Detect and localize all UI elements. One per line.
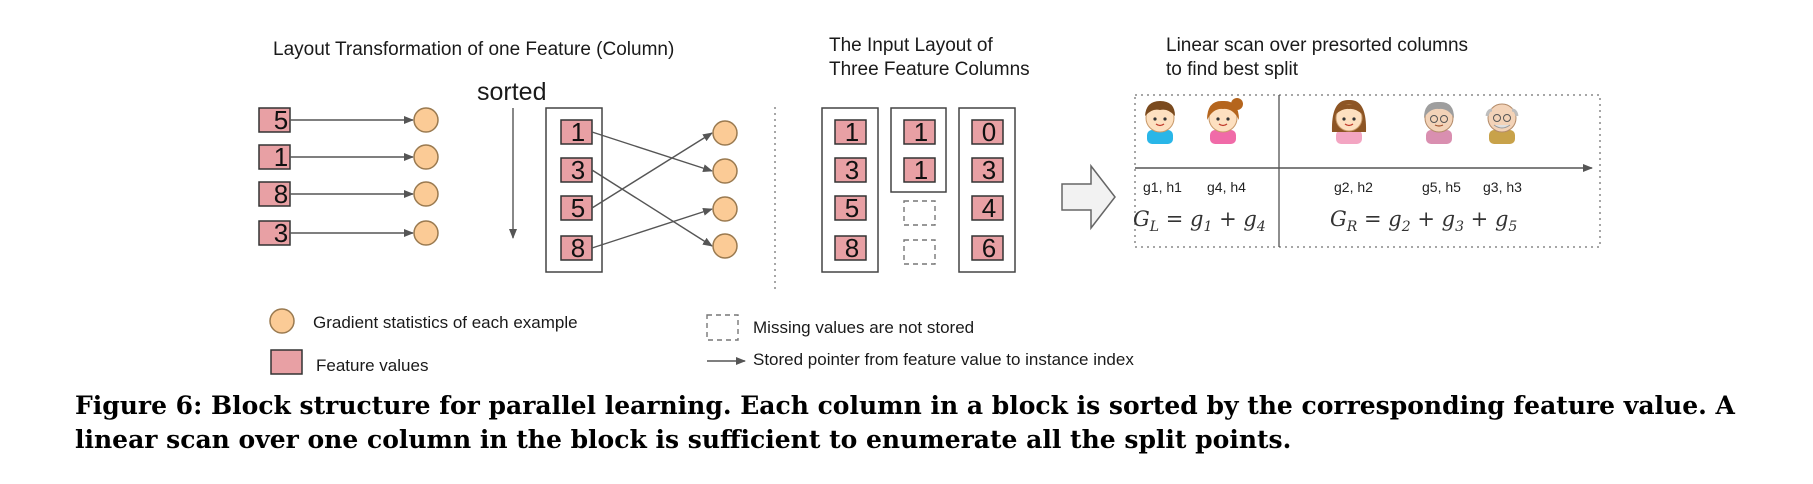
legend-gradient-label: Gradient statistics of each example: [313, 313, 578, 332]
gradient-stat-circle: [413, 181, 439, 207]
feature-column-1: 1 3 5 8: [834, 117, 867, 263]
feature-value: 1: [571, 117, 585, 147]
feature-value: 3: [274, 218, 288, 248]
feature-value-cell: [834, 119, 867, 145]
feature-value-cell: [258, 181, 291, 207]
feature-column-frame: [958, 107, 1016, 273]
feature-value-cell: [834, 157, 867, 183]
legend-missing-label: Missing values are not stored: [753, 318, 974, 337]
feature-value: 1: [914, 155, 928, 185]
middle-panel-title-line2: Three Feature Columns: [829, 59, 1030, 80]
feature-value-cell: [971, 157, 1004, 183]
feature-value: 8: [571, 233, 585, 263]
feature-column-frame: [821, 107, 879, 273]
feature-value: 5: [571, 193, 585, 223]
gradient-stats-column-right: [712, 120, 738, 259]
legend-feature-label: Feature values: [316, 356, 428, 375]
feature-value: 8: [274, 179, 288, 209]
gh-label-5: g5, h5: [1422, 179, 1461, 195]
sorted-column: 1 3 5 8: [560, 117, 593, 263]
gh-label-2: g2, h2: [1334, 179, 1373, 195]
gl-formula: GL = g1 + g4: [1133, 207, 1266, 235]
figure-caption: Figure 6: Block structure for parallel l…: [75, 391, 1735, 454]
gradient-stat-circle: [712, 120, 738, 146]
gradient-stat-circle: [712, 233, 738, 259]
feature-column-3: 0 3 4 6: [971, 117, 1004, 263]
gradient-stat-circle: [712, 196, 738, 222]
pointer-arrow: [591, 207, 713, 249]
legend-pointer-label: Stored pointer from feature value to ins…: [753, 350, 1134, 369]
gr-formula: GR = g2 + g3 + g5: [1330, 207, 1517, 235]
feature-value: 6: [982, 233, 996, 263]
feature-column-2: 1 1: [903, 117, 936, 265]
feature-value: 3: [982, 155, 996, 185]
feature-value-cell: [834, 195, 867, 221]
gradient-stat-circle: [712, 158, 738, 184]
pointer-arrow: [591, 131, 713, 173]
unsorted-column: 5 1 8 3: [258, 105, 291, 248]
feature-value-cell: [971, 195, 1004, 221]
legend-feature-swatch: [270, 349, 303, 375]
sorted-block-frame: [545, 107, 603, 273]
woman-icon: [1331, 99, 1367, 144]
right-panel-title-line2: to find best split: [1166, 59, 1299, 80]
block-structure-figure: Layout Transformation of one Feature (Co…: [258, 35, 1601, 375]
split-scan-box: [1134, 94, 1601, 248]
feature-value-cell: [560, 157, 593, 183]
feature-value: 1: [845, 117, 859, 147]
feature-value: 8: [845, 233, 859, 263]
legend-missing-swatch: [706, 314, 739, 341]
feature-column-frame: [890, 107, 947, 193]
feature-value-cell: [903, 157, 936, 183]
middle-panel-title-line1: The Input Layout of: [829, 35, 993, 56]
feature-value-cell: [834, 235, 867, 261]
feature-value: 3: [571, 155, 585, 185]
feature-value: 0: [982, 117, 996, 147]
gh-label-4: g4, h4: [1207, 179, 1246, 195]
gradient-stat-circle: [413, 220, 439, 246]
feature-value-cell: [560, 235, 593, 261]
girl-icon: [1207, 98, 1243, 144]
feature-value-cell: [971, 119, 1004, 145]
feature-value: 1: [274, 142, 288, 172]
legend-gradient-swatch: [269, 308, 295, 334]
boy-icon: [1145, 101, 1175, 144]
feature-value-cell: [560, 119, 593, 145]
pointer-arrow: [591, 169, 713, 247]
feature-value-cell: [903, 119, 936, 145]
feature-value: 3: [845, 155, 859, 185]
gh-label-3: g3, h3: [1483, 179, 1522, 195]
gradient-stat-circle: [413, 107, 439, 133]
sorted-label: sorted: [477, 78, 546, 106]
grandma-icon: [1424, 101, 1454, 144]
feature-value-cell: [971, 235, 1004, 261]
left-panel-title: Layout Transformation of one Feature (Co…: [273, 39, 674, 60]
feature-value: 5: [845, 193, 859, 223]
right-panel-title-line1: Linear scan over presorted columns: [1166, 35, 1468, 56]
unsorted-pointers: [290, 116, 414, 237]
gradient-stats-column-left: [413, 107, 439, 246]
grandpa-icon: [1485, 103, 1519, 144]
gradient-stat-circle: [413, 144, 439, 170]
feature-value: 4: [982, 193, 996, 223]
feature-value: 1: [914, 117, 928, 147]
feature-value: 5: [274, 105, 288, 135]
big-right-arrow-icon: [1061, 163, 1116, 231]
sorted-pointers: [591, 131, 713, 249]
gh-label-1: g1, h1: [1143, 179, 1182, 195]
missing-value-cell: [903, 200, 936, 226]
missing-value-cell: [903, 239, 936, 265]
feature-value-cell: [560, 195, 593, 221]
pointer-arrow: [591, 132, 713, 209]
